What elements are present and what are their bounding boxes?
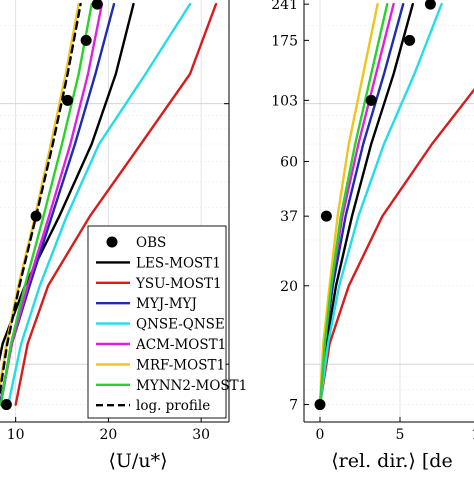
left-chart-panel: 10 20 30 ⟨U/u*⟩ [0, 0, 230, 472]
legend-label-mrf-most1: MRF-MOST1 [136, 357, 225, 373]
series-line-qnse-qnse [318, 2, 443, 406]
legend-label-les-most1: LES-MOST1 [136, 255, 221, 271]
obs-point [404, 34, 416, 46]
series-line-acm-most1 [318, 2, 395, 406]
x-tick-label: 10 [471, 427, 474, 443]
y-tick-label: 241 [271, 0, 298, 13]
x-tick-label: 10 [7, 427, 25, 443]
legend-label-mynn2-most1: MYNN2-MOST1 [136, 378, 247, 394]
x-tick-label: 20 [99, 427, 117, 443]
x-tick-label: 30 [192, 427, 210, 443]
series-line-ysu-most1 [318, 88, 474, 406]
y-tick-label: 20 [280, 279, 298, 295]
obs-point [30, 210, 42, 222]
right-chart-panel: 0 5 10 7 20 37 60 103 175 241 ⟨rel. dir.⟩ [de [271, 0, 474, 472]
x-tick-label: 0 [316, 427, 325, 443]
y-tick-label: 103 [271, 93, 298, 109]
series-line-ysu-most1 [14, 2, 218, 406]
obs-point [91, 0, 103, 10]
obs-point [62, 94, 74, 106]
legend-label-ysu-most1: YSU-MOST1 [135, 276, 222, 292]
y-tick-label: 175 [271, 33, 298, 49]
y-tick-label: 7 [289, 398, 298, 414]
legend-label-obs: OBS [136, 235, 166, 251]
legend-label-qnse-qnse: QNSE-QNSE [136, 317, 225, 333]
series-line-les-most1 [0, 2, 135, 363]
y-tick-label: 37 [280, 209, 298, 225]
series-line-mrf-most1 [318, 2, 379, 406]
series-line-mynn2-most1 [318, 2, 389, 406]
obs-point [314, 399, 326, 411]
x-axis-label: ⟨rel. dir.⟩ [de [331, 450, 452, 472]
obs-point [365, 94, 377, 106]
legend-marker-obs [106, 236, 118, 248]
series-line-les-most1 [318, 2, 414, 406]
x-axis-label: ⟨U/u*⟩ [109, 450, 168, 472]
obs-point [424, 0, 436, 10]
obs-point [80, 34, 92, 46]
legend-label-acm-most1: ACM-MOST1 [135, 337, 226, 353]
x-tick-label: 5 [396, 427, 405, 443]
series-line-mynn2-most1 [0, 2, 93, 406]
obs-point [320, 210, 332, 222]
legend-box [87, 225, 227, 419]
legend: OBS LES-MOST1 YSU-MOST1 MYJ-MYJ QNSE-QNSE ACM… [87, 225, 247, 419]
y-tick-label: 60 [280, 154, 298, 170]
legend-label-log-profile: log. profile [136, 398, 210, 414]
legend-label-myj-myj: MYJ-MYJ [136, 296, 197, 312]
series-line-qnse-qnse [6, 2, 192, 406]
obs-point [0, 399, 12, 411]
